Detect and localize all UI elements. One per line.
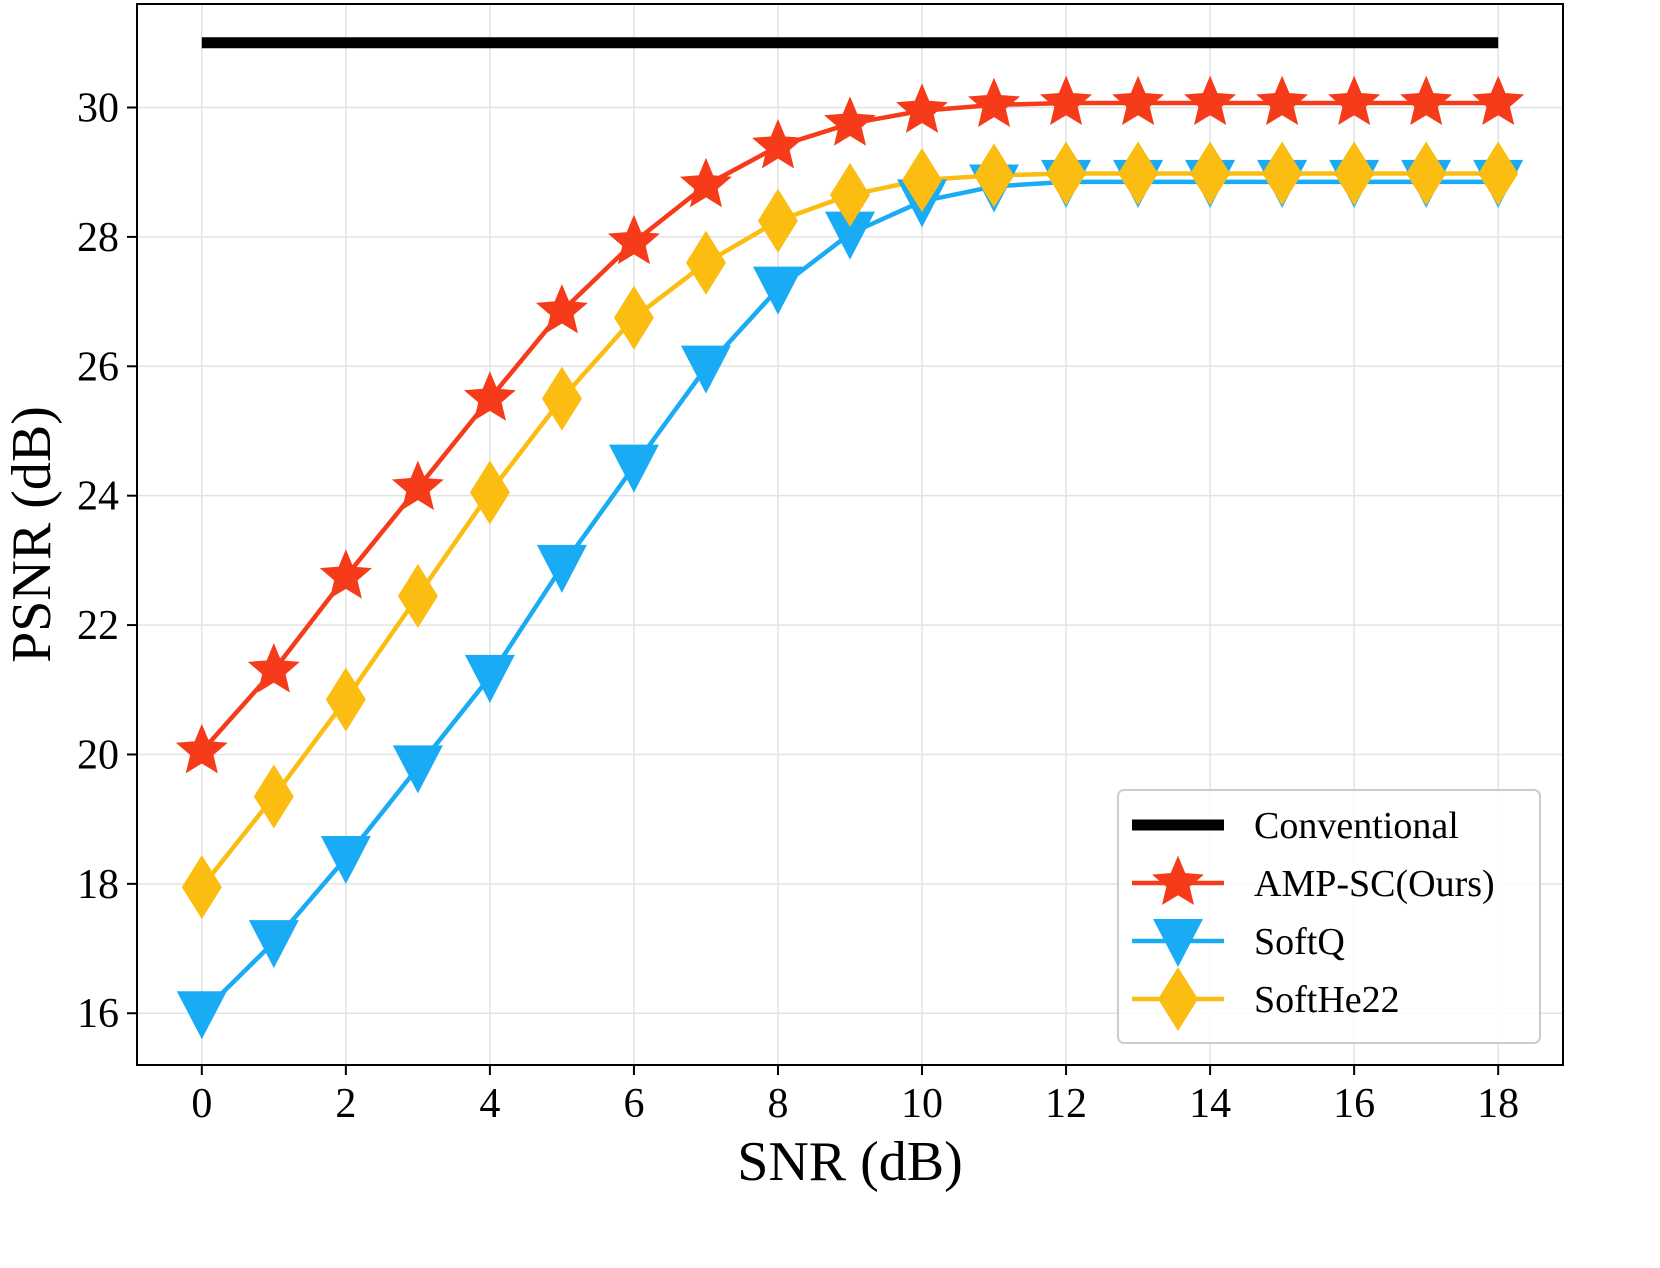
- y-tick-label: 22: [77, 603, 119, 649]
- data-point-amp-sc-ours: [1112, 75, 1165, 126]
- data-point-softhe22: [685, 230, 726, 295]
- data-point-softhe22: [325, 667, 366, 732]
- data-point-softhe22: [253, 764, 294, 829]
- data-point-amp-sc-ours: [1400, 75, 1453, 126]
- y-axis-label: PSNR (dB): [1, 406, 63, 663]
- data-point-softhe22: [181, 855, 222, 920]
- data-point-softq: [752, 266, 803, 315]
- x-tick-label: 16: [1333, 1081, 1375, 1127]
- data-point-amp-sc-ours: [175, 723, 228, 774]
- data-point-softhe22: [1478, 141, 1519, 206]
- y-tick-label: 18: [77, 862, 119, 908]
- legend-box: [1117, 789, 1541, 1044]
- data-point-softhe22: [1334, 141, 1375, 206]
- series-line-softhe22: [200, 171, 1499, 889]
- data-point-amp-sc-ours: [752, 118, 804, 169]
- data-point-amp-sc-ours: [1040, 75, 1093, 126]
- plot-frame: [136, 3, 1564, 1066]
- legend-marker-softhe22: [1158, 967, 1198, 1031]
- data-point-softhe22: [1406, 141, 1447, 206]
- data-point-amp-sc-ours: [1472, 75, 1525, 126]
- legend: Conventional AMP-SC(Ours) SoftQ SoftHe22: [1117, 789, 1541, 1044]
- data-point-softq: [680, 345, 731, 394]
- y-tick-label: 16: [77, 991, 119, 1037]
- data-point-amp-sc-ours: [1328, 75, 1381, 126]
- x-axis-ticks: 0 2 4 6 8 10 12 14 16 18: [191, 1065, 1519, 1127]
- data-point-softhe22: [1262, 141, 1303, 206]
- data-point-amp-sc-ours: [319, 549, 372, 599]
- x-tick-label: 18: [1477, 1081, 1519, 1127]
- data-point-softhe22: [469, 460, 510, 525]
- data-point-amp-sc-ours: [1256, 75, 1309, 126]
- data-point-softq: [464, 654, 515, 703]
- legend-label-amp-sc-ours: AMP-SC(Ours): [1254, 863, 1495, 905]
- data-point-amp-sc-ours: [463, 371, 516, 421]
- x-tick-label: 4: [479, 1081, 500, 1127]
- x-axis-label: SNR (dB): [737, 1131, 963, 1193]
- y-tick-label: 30: [77, 86, 119, 132]
- data-point-softhe22: [757, 188, 798, 253]
- data-point-softhe22: [974, 143, 1015, 208]
- data-point-amp-sc-ours: [968, 77, 1021, 128]
- data-point-softq: [320, 835, 371, 884]
- data-point-softhe22: [613, 285, 654, 350]
- data-point-softq: [825, 211, 875, 260]
- x-tick-label: 12: [1045, 1081, 1087, 1127]
- legend-label-softq: SoftQ: [1254, 921, 1345, 963]
- data-point-softq: [176, 991, 227, 1040]
- y-tick-label: 20: [77, 732, 119, 778]
- data-point-amp-sc-ours: [896, 83, 948, 133]
- legend-label-softhe22: SoftHe22: [1254, 979, 1400, 1021]
- y-axis-ticks: 16 18 20 22 24 26 28 30: [77, 86, 137, 1037]
- series-markers: [175, 75, 1525, 1040]
- legend-marker-amp-sc-ours: [1152, 855, 1204, 906]
- legend-marker-softq: [1153, 919, 1203, 967]
- data-point-softhe22: [1118, 141, 1159, 206]
- data-point-softq: [536, 544, 587, 593]
- data-point-amp-sc-ours: [1184, 75, 1237, 126]
- data-point-amp-sc-ours: [679, 157, 732, 208]
- x-tick-label: 0: [191, 1081, 212, 1127]
- x-tick-label: 6: [623, 1081, 644, 1127]
- x-tick-label: 2: [335, 1081, 356, 1127]
- y-tick-label: 24: [77, 474, 119, 520]
- data-point-softq: [392, 745, 443, 794]
- data-point-amp-sc-ours: [391, 460, 444, 511]
- data-point-softq: [608, 444, 659, 493]
- data-point-softhe22: [1190, 141, 1231, 206]
- x-tick-label: 14: [1189, 1081, 1231, 1127]
- data-point-softhe22: [397, 563, 438, 628]
- data-point-softq: [248, 920, 299, 969]
- data-point-softhe22: [830, 162, 870, 227]
- data-point-amp-sc-ours: [824, 96, 876, 146]
- y-tick-label: 26: [77, 344, 119, 390]
- x-tick-label: 10: [901, 1081, 943, 1127]
- legend-label-conventional: Conventional: [1254, 805, 1459, 847]
- data-point-amp-sc-ours: [535, 284, 588, 334]
- data-point-softhe22: [902, 147, 943, 212]
- data-point-softhe22: [1046, 141, 1087, 206]
- x-tick-label: 8: [767, 1081, 788, 1127]
- y-tick-label: 28: [77, 215, 119, 261]
- data-point-amp-sc-ours: [607, 214, 660, 265]
- data-point-amp-sc-ours: [247, 643, 300, 693]
- data-point-softhe22: [541, 366, 582, 431]
